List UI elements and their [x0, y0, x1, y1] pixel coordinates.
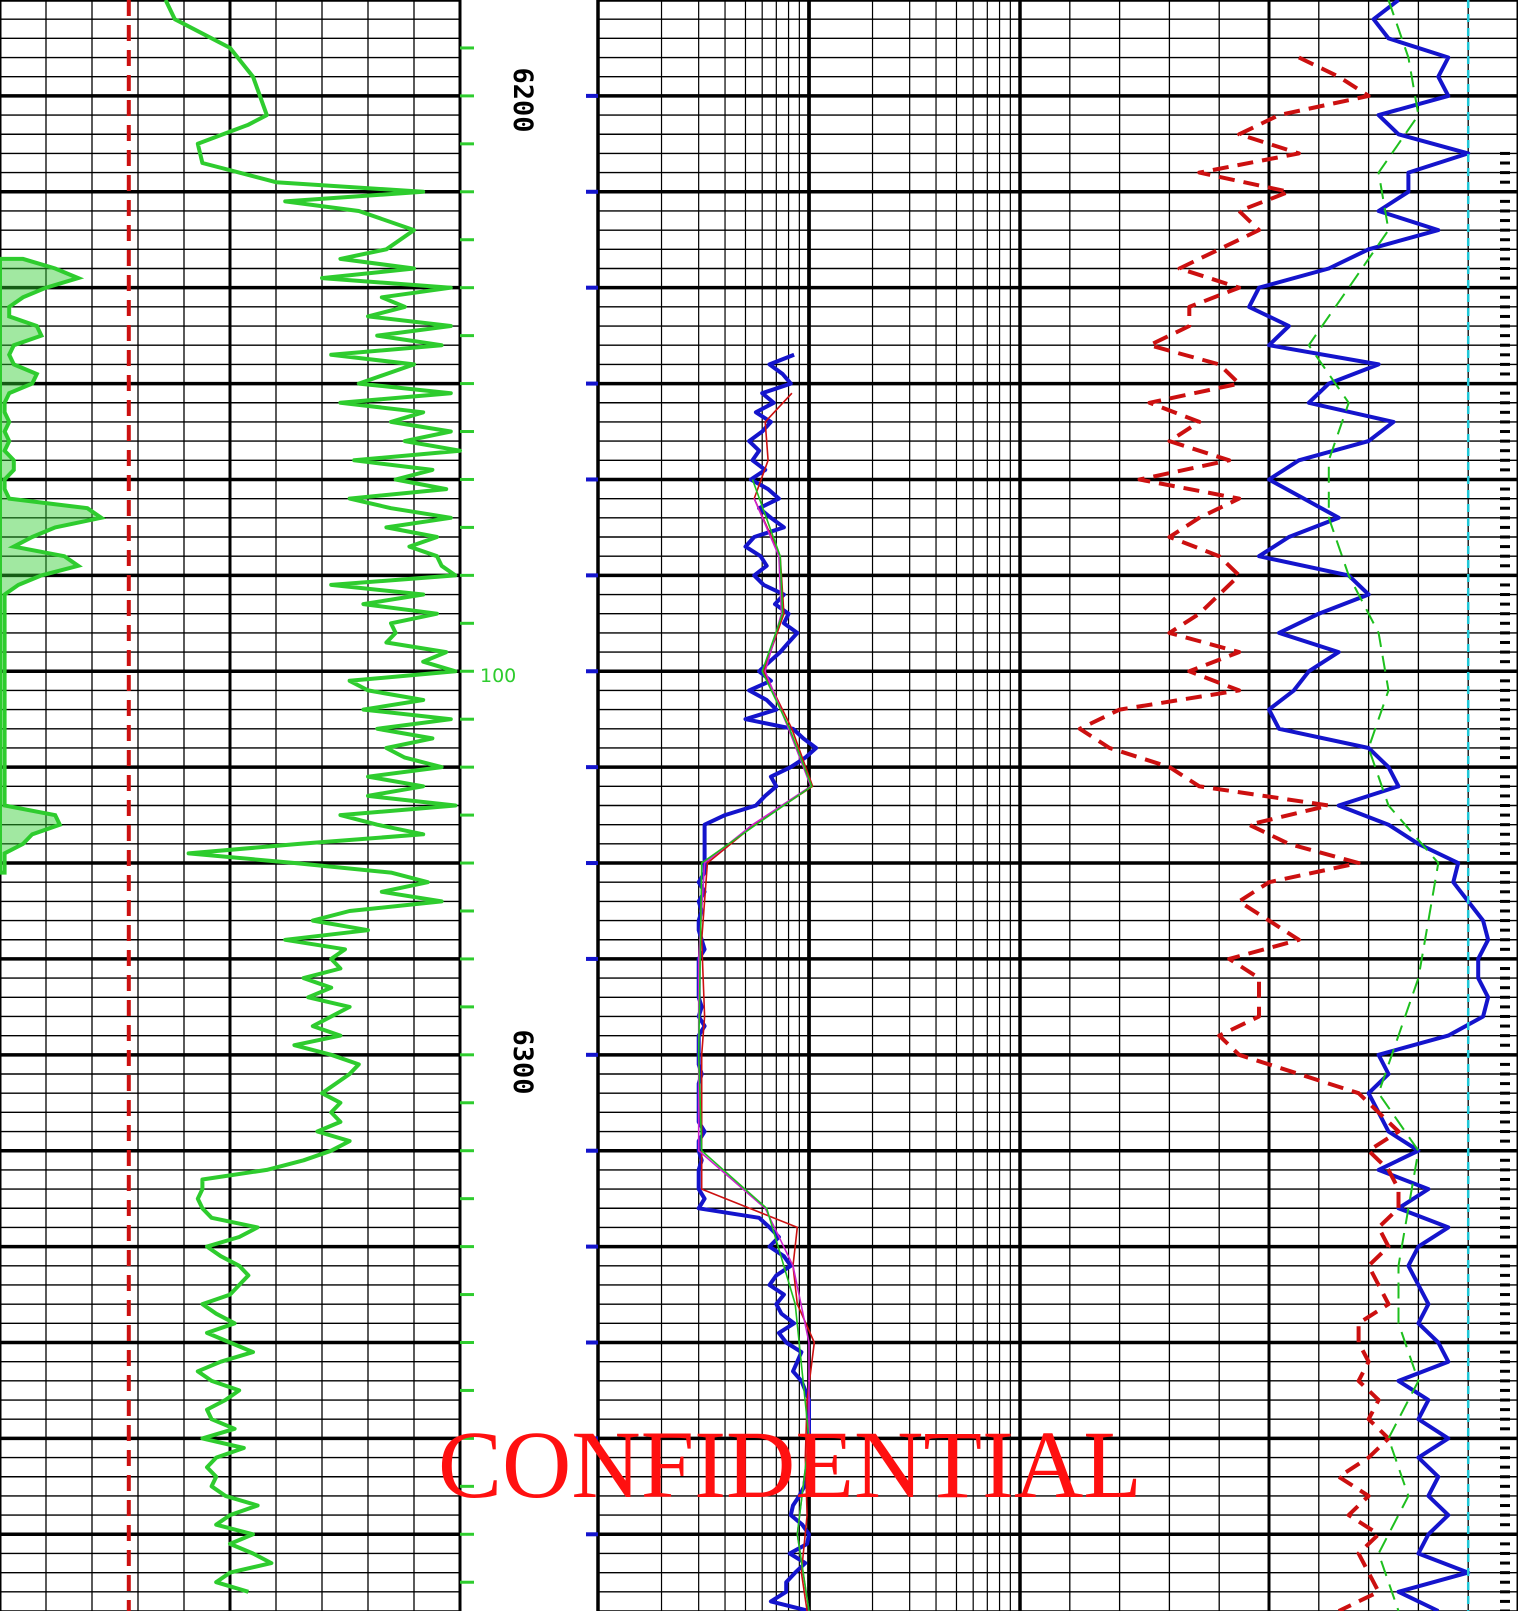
track-2-series-4-curve — [697, 479, 813, 1611]
depth-column: 6200 6300 — [507, 67, 538, 1094]
track-1-grid — [0, 0, 462, 1611]
depth-ticks — [460, 46, 1510, 1611]
track-1-series-1-curve — [163, 0, 462, 1594]
depth-label-6200: 6200 — [507, 67, 538, 132]
confidential-watermark: CONFIDENTIAL — [438, 1411, 1142, 1518]
track-2-grid — [596, 0, 1022, 1611]
scale-label-100: 100 — [480, 665, 516, 687]
track-3-series-1-curve — [1247, 0, 1491, 1611]
track-3-series-2-curve — [1077, 55, 1401, 1611]
depth-label-6300: 6300 — [507, 1029, 538, 1094]
track-2-series-3-curve — [697, 498, 812, 1611]
track-3-grid — [1018, 0, 1518, 1611]
track-1-series-3-fill — [0, 256, 107, 875]
track-3-series-3-curve — [1307, 0, 1440, 1611]
